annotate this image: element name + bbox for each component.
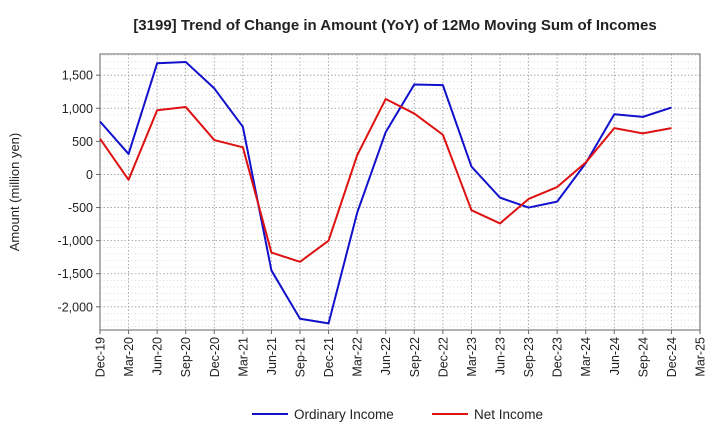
y-tick-label: 1,500 bbox=[62, 69, 93, 83]
y-axis-tick-labels: 1,500 1,000 500 0 -500 -1,000 -1,500 -2,000 bbox=[58, 69, 100, 314]
x-tick-label: Sep-22 bbox=[408, 337, 422, 377]
y-tick-label: -1,500 bbox=[58, 267, 93, 281]
y-tick-label: 1,000 bbox=[62, 102, 93, 116]
x-tick-label: Mar-20 bbox=[122, 337, 136, 377]
x-tick-label: Sep-24 bbox=[636, 337, 650, 377]
x-tick-label: Sep-20 bbox=[179, 337, 193, 377]
chart-title: [3199] Trend of Change in Amount (YoY) o… bbox=[133, 17, 656, 34]
x-tick-label: Mar-22 bbox=[351, 337, 365, 377]
plot-area bbox=[100, 54, 700, 330]
x-tick-label: Dec-22 bbox=[436, 337, 450, 377]
x-tick-label: Dec-23 bbox=[551, 337, 565, 377]
y-tick-label: 0 bbox=[86, 168, 93, 182]
x-tick-label: Dec-24 bbox=[665, 337, 679, 377]
legend: Ordinary Income Net Income bbox=[252, 407, 543, 422]
x-tick-label: Jun-22 bbox=[379, 337, 393, 375]
y-tick-label: 500 bbox=[72, 135, 93, 149]
series-line-net-income bbox=[99, 98, 672, 263]
x-tick-label: Sep-23 bbox=[522, 337, 536, 377]
x-tick-label: Mar-21 bbox=[236, 337, 250, 377]
series-lines bbox=[99, 60, 672, 325]
plot-frame bbox=[99, 53, 701, 331]
x-tick-label: Jun-23 bbox=[494, 337, 508, 375]
x-tick-label: Dec-20 bbox=[208, 337, 222, 377]
x-tick-label: Jun-24 bbox=[608, 337, 622, 375]
x-axis-tick-labels: Dec-19 Mar-20 Jun-20 Sep-20 Dec-20 Mar-21 Jun-… bbox=[94, 330, 708, 377]
legend-label: Ordinary Income bbox=[294, 407, 394, 422]
x-tick-label: Mar-24 bbox=[579, 337, 593, 377]
series-line-ordinary-income bbox=[99, 60, 672, 325]
legend-label: Net Income bbox=[474, 407, 543, 422]
x-tick-label: Dec-21 bbox=[322, 337, 336, 377]
y-tick-label: -1,000 bbox=[58, 234, 93, 248]
x-tick-label: Mar-23 bbox=[465, 337, 479, 377]
x-tick-label: Mar-25 bbox=[694, 337, 708, 377]
x-tick-label: Sep-21 bbox=[294, 337, 308, 377]
y-tick-label: -2,000 bbox=[58, 300, 93, 314]
x-tick-label: Dec-19 bbox=[94, 337, 108, 377]
y-tick-label: -500 bbox=[68, 201, 93, 215]
vertical-gridlines bbox=[128, 54, 672, 330]
y-axis-label: Amount (million yen) bbox=[7, 133, 22, 252]
x-tick-label: Jun-20 bbox=[151, 337, 165, 375]
x-tick-label: Jun-21 bbox=[265, 337, 279, 375]
